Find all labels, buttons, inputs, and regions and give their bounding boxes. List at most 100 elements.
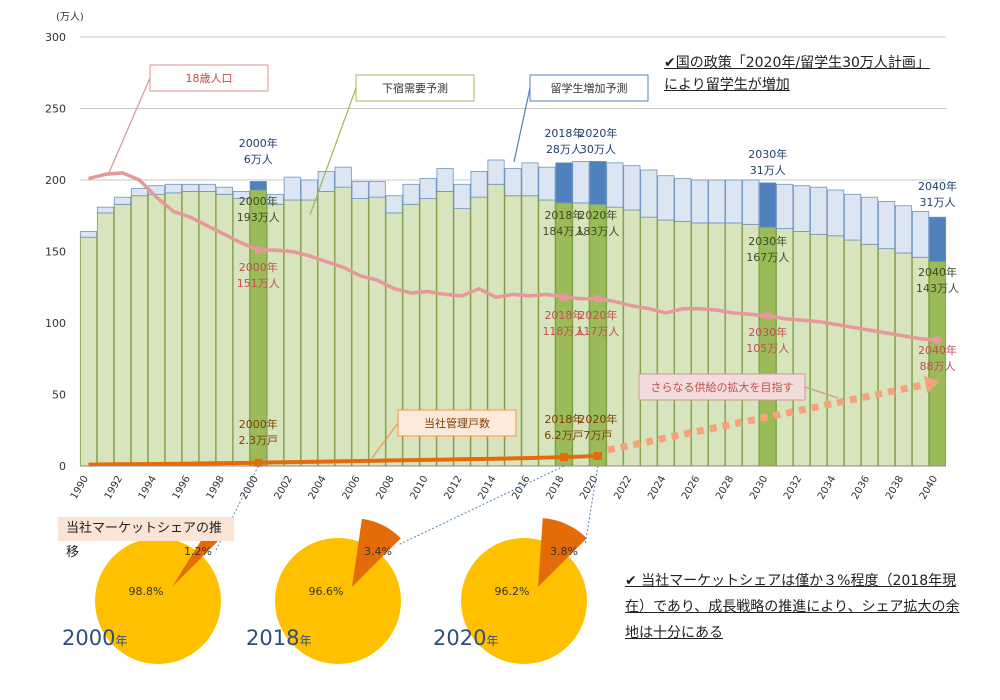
x-tick-label: 2026 xyxy=(680,474,702,502)
intl-student-bar-2039 xyxy=(911,211,930,258)
population-callout-box xyxy=(149,64,269,92)
demand-bar-2004 xyxy=(317,191,335,467)
intl-student-bar-2004 xyxy=(317,171,335,192)
intl-student-bar-2030 xyxy=(759,182,777,228)
intl-callout-leader xyxy=(513,87,531,163)
population-callout-leader xyxy=(107,77,151,176)
population-marker-2000 xyxy=(254,246,262,254)
pie-main-label-2020: 96.2% xyxy=(495,585,530,598)
demand-bar-1995 xyxy=(164,192,182,467)
intl-student-bar-2027 xyxy=(708,179,726,224)
intl-student-bar-2003 xyxy=(300,179,318,201)
intl-student-bar-1995 xyxy=(164,183,182,194)
intl-student-bar-2000 xyxy=(249,181,267,191)
demand-bar-1994 xyxy=(147,193,165,467)
pie-share-label-2020: 3.8% xyxy=(550,545,578,558)
population-label-2020: 117万人 xyxy=(576,325,619,338)
pie-share-slice-2018 xyxy=(352,518,401,587)
x-tick-label: 2008 xyxy=(374,474,396,502)
managed-units-line xyxy=(88,453,598,467)
intl-student-bar-2024 xyxy=(657,175,675,221)
x-tick-label: 2004 xyxy=(307,474,329,502)
population-label-2000: 151万人 xyxy=(237,277,280,290)
demand-bar-1997 xyxy=(198,191,216,467)
y-tick-label: 250 xyxy=(45,103,66,116)
demand-callout-box xyxy=(355,74,475,102)
demand-label-2040: 143万人 xyxy=(916,282,959,295)
population-marker-2040 xyxy=(934,336,942,344)
policy-note-line1: ✔国の政策「2020年/留学生30万人計画」 xyxy=(664,55,930,71)
units-label-2020: 2020年 xyxy=(578,412,617,426)
pie-year-2000: 2000年 xyxy=(62,626,128,650)
intl-student-bar-2007 xyxy=(368,181,386,198)
intl-student-bar-2019 xyxy=(572,161,590,204)
units-label-2018: 2018年 xyxy=(544,412,583,426)
demand-bar-2022 xyxy=(623,209,641,467)
demand-bar-2005 xyxy=(334,186,352,467)
intl-student-bar-1998 xyxy=(215,186,233,195)
demand-bar-2038 xyxy=(894,252,913,467)
managed-units-marker-2000 xyxy=(254,458,263,467)
demand-label-2018: 2018年 xyxy=(544,208,583,222)
intl-label-2018: 28万人 xyxy=(546,143,582,156)
intl-student-bar-2006 xyxy=(351,181,369,199)
intl-student-bar-1999 xyxy=(232,191,250,199)
x-tick-label: 2032 xyxy=(782,474,804,502)
demand-bar-2028 xyxy=(725,222,743,467)
demand-label-2040: 2040年 xyxy=(918,265,957,279)
market-share-pies: 98.8% 1.2% 96.6% 3.4% 96.2% 3.8% xyxy=(95,465,599,664)
intl-callout-label: 留学生増加予測 xyxy=(551,81,628,95)
demand-label-2000: 193万人 xyxy=(237,211,280,224)
pie-year-2020: 2020年 xyxy=(433,626,499,650)
population-label-2030: 2030年 xyxy=(748,325,787,339)
intl-student-bar-1992 xyxy=(113,196,132,205)
intl-student-bar-2031 xyxy=(776,183,794,230)
share-note: ✔ 当社マーケットシェアは僅か３%程度（2018年現 在）であり、成長戦略の推進… xyxy=(625,568,959,646)
population-label-2018: 118万人 xyxy=(542,325,585,338)
units-callout-box xyxy=(397,409,517,437)
intl-student-bar-2040 xyxy=(928,216,947,262)
connector-2018 xyxy=(397,465,565,546)
pie-main-label-2018: 96.6% xyxy=(309,585,344,598)
x-tick-label: 1994 xyxy=(137,474,159,502)
intl-label-2030: 2030年 xyxy=(748,147,787,161)
intl-student-bar-2009 xyxy=(402,183,420,205)
x-tick-label: 1998 xyxy=(205,474,227,502)
demand-bar-2023 xyxy=(640,216,658,467)
connector-2020 xyxy=(584,465,599,546)
intl-label-2000: 2000年 xyxy=(239,136,278,150)
population-marker-2018 xyxy=(560,293,568,301)
population-label-2040: 2040年 xyxy=(918,343,957,357)
intl-student-bar-1996 xyxy=(181,183,199,192)
x-tick-label: 2010 xyxy=(408,474,430,502)
population-marker-2020 xyxy=(594,295,602,303)
expansion-arrow-head xyxy=(923,375,940,394)
demand-bar-2002 xyxy=(283,199,301,467)
demand-label-2018: 184万人 xyxy=(542,225,585,238)
demand-callout-label: 下宿需要予測 xyxy=(382,81,448,95)
population-label-2030: 105万人 xyxy=(746,342,789,355)
intl-student-bar-2008 xyxy=(385,195,403,214)
demand-bar-1992 xyxy=(113,203,132,467)
intl-student-bar-2026 xyxy=(691,179,709,224)
demand-bar-1996 xyxy=(181,191,199,467)
intl-student-bar-2014 xyxy=(487,159,505,185)
demand-bar-2033 xyxy=(810,233,828,467)
y-tick-label: 150 xyxy=(45,246,66,259)
demand-bar-1991 xyxy=(96,212,115,467)
intl-student-bar-2020 xyxy=(589,161,607,205)
intl-student-bar-2037 xyxy=(878,201,896,250)
x-tick-label: 2020 xyxy=(578,474,600,502)
intl-student-bar-2021 xyxy=(606,162,624,208)
demand-bar-2036 xyxy=(861,243,879,467)
intl-student-bar-2017 xyxy=(538,166,556,201)
data-labels: 2000年 6万人 2018年 28万人 2020年 30万人 2030年 31万人 2040年… xyxy=(237,126,959,447)
demand-bar-2025 xyxy=(674,221,692,467)
x-tick-label: 2022 xyxy=(612,474,634,502)
demand-bar-2035 xyxy=(844,239,862,467)
intl-student-bar-2036 xyxy=(861,196,879,245)
intl-student-bar-1997 xyxy=(198,183,216,192)
x-tick-label: 1996 xyxy=(171,474,193,502)
y-tick-label: 300 xyxy=(45,31,66,44)
